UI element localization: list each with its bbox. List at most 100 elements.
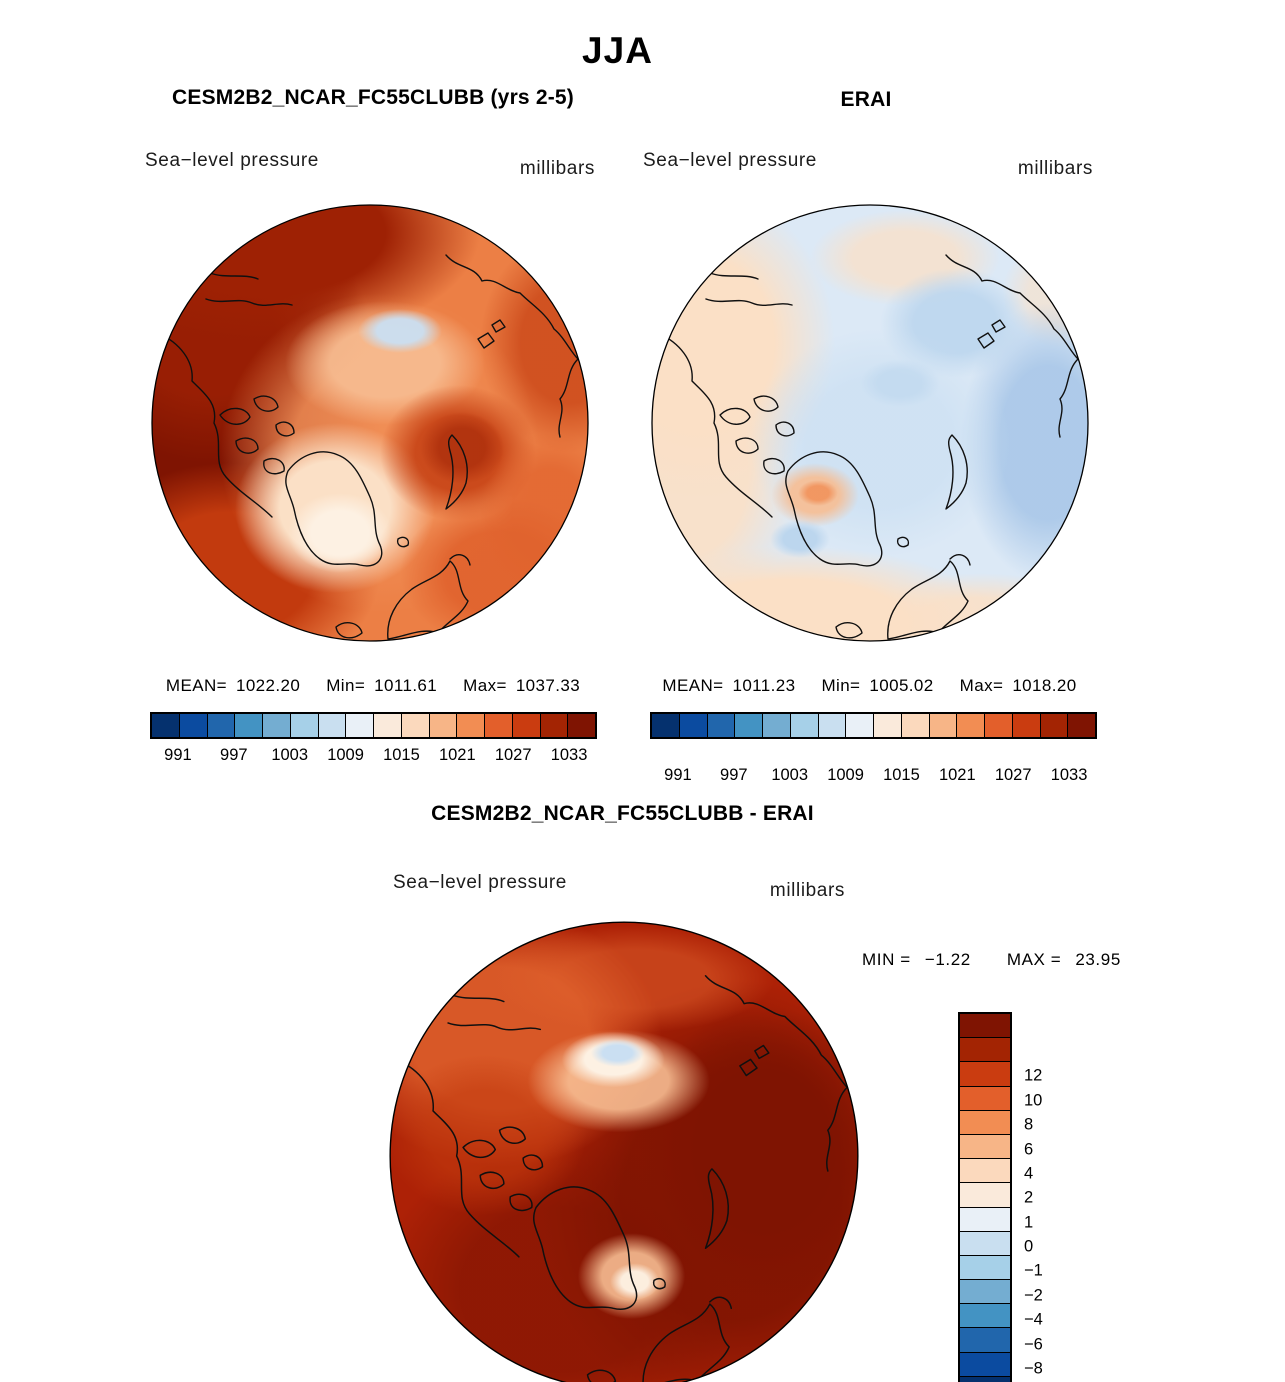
colorbar-segment	[960, 1351, 1010, 1376]
colorbar-tick-label: 2	[1024, 1188, 1034, 1207]
colorbar-segment	[262, 714, 290, 737]
max-value: 1018.20	[1012, 676, 1077, 695]
diff-max-label: MAX =	[1006, 950, 1062, 969]
colorbar-segment	[762, 714, 790, 737]
colorbar-tick-label: 991	[164, 746, 192, 764]
colorbar-segment	[960, 1375, 1010, 1382]
colorbar-segment	[960, 1133, 1010, 1159]
colorbar-segment	[845, 714, 873, 737]
colorbar-segment	[960, 1230, 1010, 1255]
colorbar-segment	[456, 714, 484, 737]
colorbar-segment	[984, 714, 1012, 737]
mean-value: 1022.20	[235, 676, 301, 695]
diff-min-label: MIN =	[862, 950, 911, 969]
stats-erai: MEAN= 1011.23 Min= 1005.02 Max= 1018.20	[622, 676, 1117, 696]
colorbar-tick-label: −6	[1024, 1335, 1043, 1353]
units-label-erai: millibars	[1017, 158, 1093, 179]
colorbar-segment	[317, 714, 346, 737]
panel-title-erai: ERAI	[840, 88, 892, 111]
colorbar-tick-label: 0	[1024, 1237, 1034, 1256]
colorbar-tick-label: 991	[664, 766, 692, 784]
colorbar-segment	[900, 714, 929, 737]
colorbar-tick-label: 4	[1024, 1164, 1034, 1183]
colorbar-tick-label: 997	[720, 766, 748, 784]
colorbar-segment	[960, 1109, 1010, 1134]
field-row-model: Sea−level pressure millibars	[145, 150, 595, 179]
colorbar-segment	[234, 714, 262, 737]
mean-label: MEAN=	[165, 676, 227, 695]
field-row-difference: Sea−level pressure millibars	[393, 872, 845, 901]
colorbar-segment	[706, 714, 735, 737]
colorbar-segment	[960, 1327, 1010, 1352]
colorbar-segment	[1011, 714, 1040, 737]
field-label-difference: Sea−level pressure	[393, 872, 567, 893]
field-label-model: Sea−level pressure	[145, 150, 319, 171]
colorbar-segment	[400, 714, 429, 737]
colorbar-segment	[178, 714, 207, 737]
colorbar-segment	[428, 714, 457, 737]
colorbar-segment	[1067, 714, 1095, 737]
colorbar-segment	[817, 714, 846, 737]
colorbar-tick-label: 1027	[994, 766, 1032, 784]
colorbar-tick-label: 1021	[438, 746, 476, 764]
colorbar-segment	[373, 714, 401, 737]
panel-title-model: CESM2B2_NCAR_FC55CLUBB (yrs 2-5)	[172, 86, 574, 109]
colorbar-tick-label: 8	[1024, 1115, 1034, 1134]
colorbar-model	[150, 712, 597, 739]
units-label-difference: millibars	[769, 880, 845, 901]
colorbar-ticks-erai: 991 997 1003 1009 1015 1021 1027 1033	[650, 766, 1097, 786]
colorbar-erai	[650, 712, 1097, 739]
units-label-model: millibars	[519, 158, 595, 179]
colorbar-segment	[960, 1037, 1010, 1062]
colorbar-difference	[958, 1012, 1012, 1382]
colorbar-tick-label: 1021	[938, 766, 976, 784]
colorbar-tick-label: −4	[1024, 1310, 1043, 1329]
mean-value: 1011.23	[732, 676, 796, 695]
max-label: Max=	[959, 676, 1004, 695]
colorbar-segment	[734, 714, 762, 737]
min-label: Min=	[821, 676, 861, 695]
colorbar-tick-label: 1015	[883, 766, 920, 784]
colorbar-segment	[289, 714, 318, 737]
max-value: 1037.33	[515, 676, 581, 695]
colorbar-segment	[652, 714, 679, 737]
colorbar-tick-label: 6	[1024, 1140, 1034, 1158]
colorbar-segment	[152, 714, 179, 737]
colorbar-segment	[484, 714, 512, 737]
colorbar-segment	[511, 714, 540, 737]
colorbar-tick-label: 1003	[271, 746, 309, 764]
colorbar-tick-label: 1033	[550, 746, 588, 764]
colorbar-tick-label: 997	[220, 746, 248, 764]
colorbar-segment	[960, 1182, 1010, 1207]
colorbar-tick-label: 1033	[1050, 766, 1088, 784]
colorbar-tick-label: 1009	[327, 746, 364, 764]
colorbar-segment	[960, 1254, 1010, 1280]
stats-model: MEAN= 1022.20 Min= 1011.61 Max= 1037.33	[118, 676, 628, 696]
figure-title: JJA	[582, 30, 653, 71]
map-model	[151, 204, 589, 642]
colorbar-tick-label: 1009	[827, 766, 864, 784]
colorbar-tick-label: −2	[1024, 1286, 1043, 1305]
colorbar-segment	[960, 1303, 1010, 1328]
colorbar-tick-label: 12	[1024, 1066, 1043, 1085]
colorbar-segment	[960, 1206, 1010, 1231]
colorbar-segment	[567, 714, 595, 737]
field-row-erai: Sea−level pressure millibars	[643, 150, 1093, 179]
colorbar-segment	[960, 1061, 1010, 1086]
colorbar-segment	[789, 714, 818, 737]
colorbar-tick-label: 1015	[383, 746, 420, 764]
panel-title-difference: CESM2B2_NCAR_FC55CLUBB - ERAI	[431, 802, 814, 825]
map-difference	[389, 921, 859, 1382]
colorbar-tick-label: 1	[1024, 1213, 1034, 1232]
colorbar-tick-label: −1	[1024, 1261, 1043, 1280]
colorbar-segment	[928, 714, 957, 737]
colorbar-segment	[956, 714, 984, 737]
colorbar-tick-label: 1003	[771, 766, 809, 784]
map-erai	[651, 204, 1089, 642]
colorbar-segment	[960, 1085, 1010, 1110]
colorbar-tick-label: −8	[1024, 1359, 1043, 1378]
colorbar-tick-label: 1027	[494, 746, 532, 764]
diff-min-value: −1.22	[924, 950, 971, 969]
